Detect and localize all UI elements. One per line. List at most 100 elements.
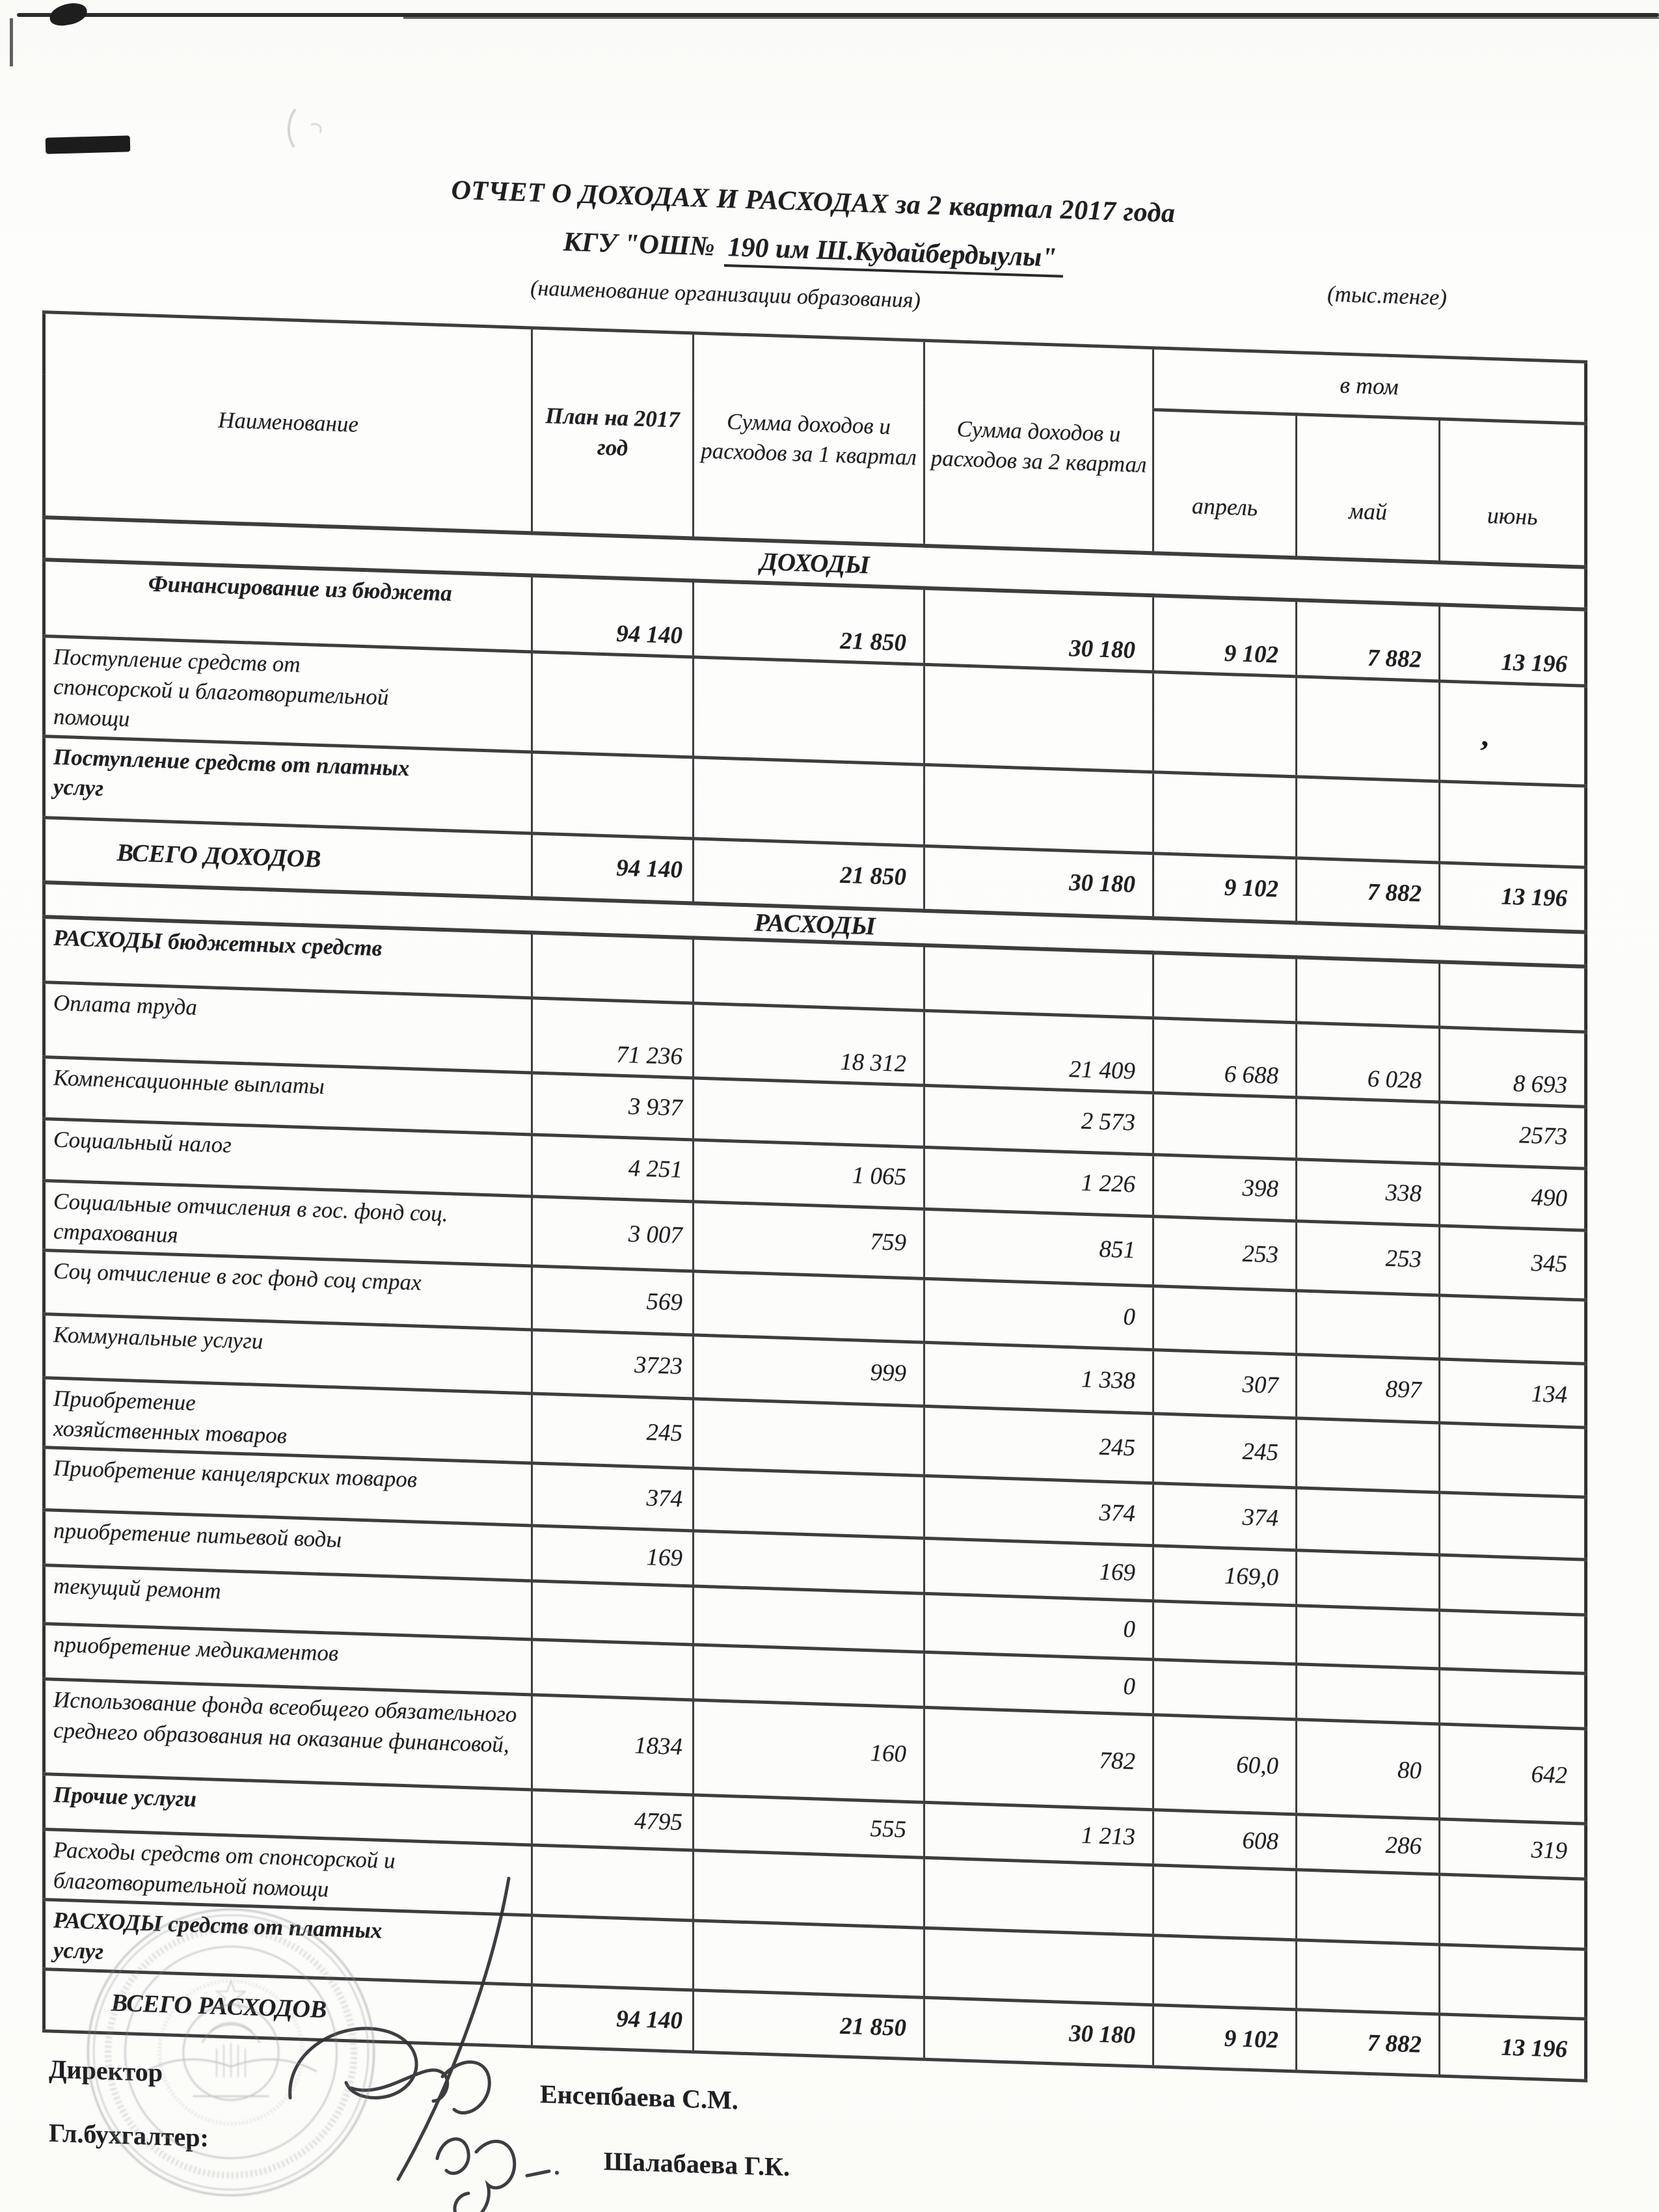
org-name-underlined: 190 им Ш.Кудайбердыулы" [723,232,1064,278]
cell-value: 374 [924,1476,1153,1546]
cell-value [1439,1610,1586,1674]
cell-value [1439,681,1586,786]
cell-value: 13 196 [1439,2014,1586,2081]
cell-value: 4 251 [532,1134,694,1202]
cell-value: 759 [693,1201,924,1279]
cell-value: 9 102 [1153,2004,1297,2071]
accountant-signature [435,2137,470,2176]
header-name: Наименование [44,312,532,533]
cell-value [1153,1286,1297,1355]
cell-value [1296,1488,1440,1556]
cell-value: 374 [532,1463,694,1531]
cell-value [532,751,694,839]
cell-value [924,1857,1153,1936]
currency-note: (тыс.тенге) [1327,280,1447,310]
cell-value: 4795 [532,1790,694,1851]
cell-value: 169 [924,1538,1153,1602]
cell-value: 3 937 [532,1072,694,1140]
income-expense-table: Наименование План на 2017 год Сумма дохо… [42,310,1588,2083]
cell-value [1296,1664,1440,1725]
cell-value: 21 850 [693,1989,924,2060]
scan-edge-line-2 [403,17,1659,19]
cell-value: 0 [924,1278,1153,1350]
cell-value: 0 [924,1652,1153,1716]
cell-value: 13 196 [1439,862,1586,932]
cell-value: 555 [693,1795,924,1858]
cell-value: 2573 [1439,1101,1586,1168]
cell-value [693,1645,924,1708]
cell-value [1439,1295,1586,1364]
cell-value: 80 [1296,1720,1440,1820]
cell-value [1296,776,1440,863]
cell-value [1296,1418,1440,1493]
cell-value [532,1639,694,1701]
row-label: Поступление средств от спонсорской и бла… [44,636,532,752]
cell-value [1296,1870,1440,1945]
cell-value: 134 [1439,1358,1586,1428]
cell-value: 1 338 [924,1342,1153,1414]
cell-value: 30 180 [924,845,1153,919]
cell-value: 7 882 [1296,599,1440,681]
cell-value [1153,1092,1297,1159]
cell-value: 2 573 [924,1085,1153,1155]
cell-value [1153,1865,1297,1940]
cell-value: 253 [1296,1221,1440,1295]
cell-value [1439,1492,1586,1560]
stamp-ring-text [104,1926,358,2179]
cell-value: 3723 [532,1329,694,1399]
report-table-body: ДОХОДЫ Финансирование из бюджета 94 140 21 … [44,517,1586,2081]
cell-value [1153,952,1297,1023]
cell-value [693,1586,924,1652]
cell-value [1296,957,1440,1027]
cell-value [1296,1939,1440,2015]
cell-value: 160 [693,1700,924,1803]
cell-value [693,1398,924,1476]
cell-value: 1 226 [924,1146,1153,1217]
cell-value: 245 [1153,1413,1297,1489]
round-stamp [87,1908,375,2196]
cell-value [1439,781,1586,867]
cell-value [693,1468,924,1539]
cell-value: 569 [532,1265,694,1335]
cell-value: 13 196 [1439,604,1586,686]
header-month-april: апрель [1153,409,1297,558]
cell-value [1153,1935,1297,2010]
cell-value: 21 409 [924,1010,1153,1093]
cell-value: 169,0 [1153,1546,1297,1606]
cell-value: 6 688 [1153,1018,1297,1098]
cell-value [924,764,1153,854]
cell-value [1296,1290,1440,1359]
cell-value [532,932,694,1003]
signatures [288,1876,559,2212]
cell-value: 94 140 [532,833,694,904]
cell-value: 490 [1439,1163,1586,1230]
cell-value: 21 850 [693,580,924,665]
row-label: Поступление средств от платных услуг [44,736,532,833]
cell-value: 345 [1439,1225,1586,1301]
cell-value: 245 [532,1393,694,1469]
cell-value: 169 [532,1526,694,1587]
cell-value: 1 065 [693,1139,924,1209]
cell-value: 253 [1153,1216,1297,1291]
cell-value: 608 [1153,1810,1297,1870]
cell-value [924,1928,1153,2005]
cell-value: 94 140 [532,574,694,657]
cell-value: 71 236 [532,997,694,1078]
header-month-may: май [1296,414,1440,562]
org-prefix: КГУ "ОШ№ [563,226,715,262]
signature-long-stroke [396,1876,511,2181]
cell-value: 642 [1439,1724,1586,1824]
cell-value: 21 850 [693,838,924,911]
cell-value: 897 [1296,1354,1440,1423]
cell-value: 8 693 [1439,1027,1586,1107]
cell-value [693,1920,924,1998]
cell-value [1153,772,1297,858]
scan-edge-tick [10,18,13,66]
cell-value [1439,1555,1586,1615]
cell-value: 851 [924,1208,1153,1286]
header-plan: План на 2017 год [532,327,694,538]
director-signature [288,2027,418,2099]
cell-value: 338 [1296,1159,1440,1226]
cell-value: 374 [1153,1483,1297,1551]
cell-value [1296,1097,1440,1164]
